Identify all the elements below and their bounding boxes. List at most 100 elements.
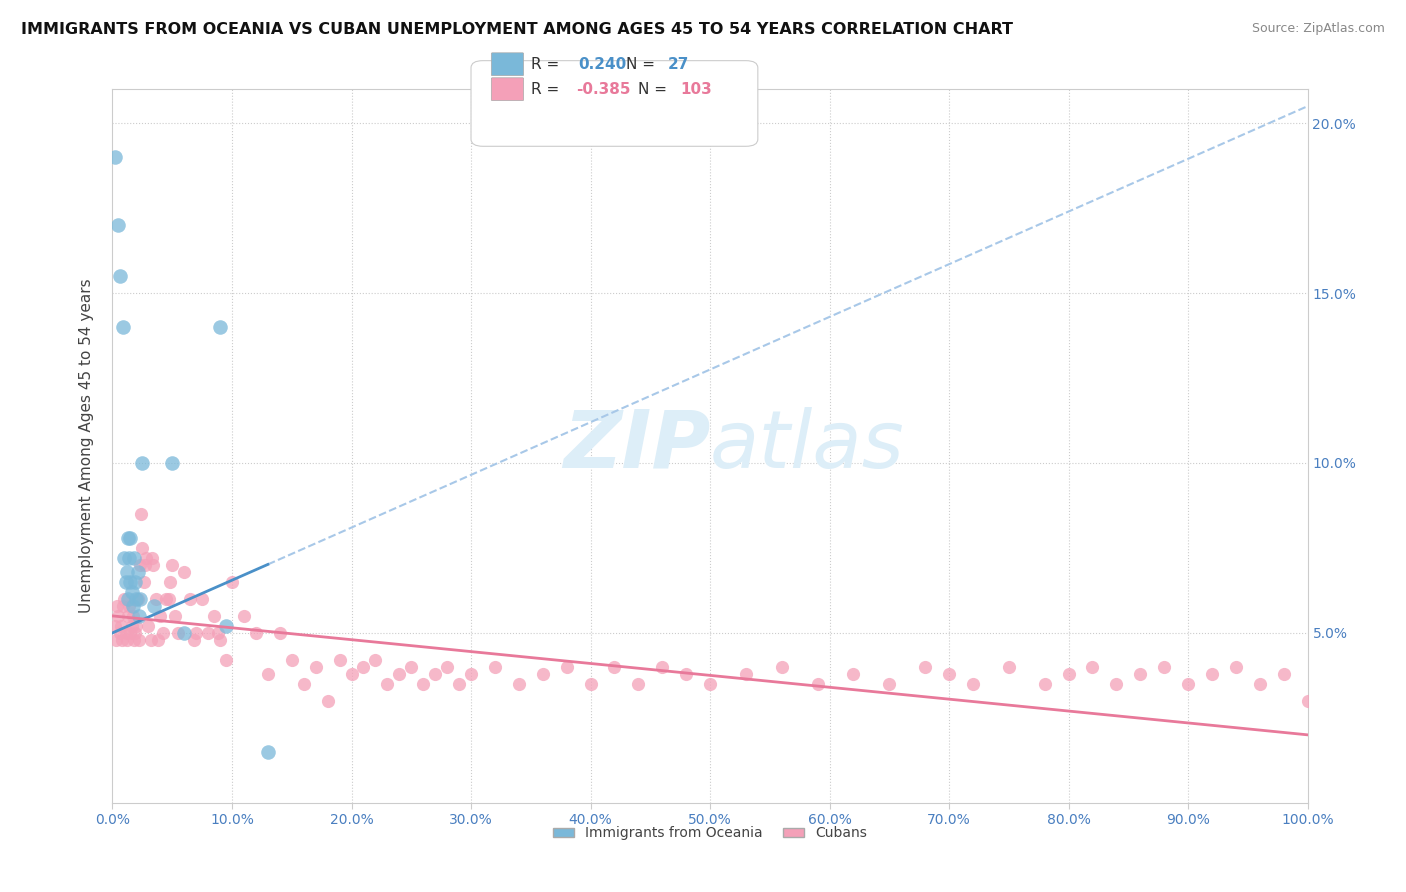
Point <box>159 574 181 589</box>
Point <box>364 653 387 667</box>
Point <box>125 591 148 606</box>
Point <box>128 632 150 647</box>
Point <box>555 660 578 674</box>
Point <box>425 666 447 681</box>
Point <box>179 591 201 606</box>
Y-axis label: Unemployment Among Ages 45 to 54 years: Unemployment Among Ages 45 to 54 years <box>79 278 94 614</box>
Text: Source: ZipAtlas.com: Source: ZipAtlas.com <box>1251 22 1385 36</box>
Point <box>135 551 157 566</box>
Point <box>412 677 434 691</box>
Text: IMMIGRANTS FROM OCEANIA VS CUBAN UNEMPLOYMENT AMONG AGES 45 TO 54 YEARS CORRELAT: IMMIGRANTS FROM OCEANIA VS CUBAN UNEMPLO… <box>21 22 1014 37</box>
Point <box>131 456 153 470</box>
Point <box>699 677 721 691</box>
Point <box>117 591 139 606</box>
Point <box>129 558 152 572</box>
Point <box>388 666 411 681</box>
Point <box>257 666 280 681</box>
Point <box>121 585 143 599</box>
Point <box>129 507 152 521</box>
Point <box>142 558 165 572</box>
Point <box>111 632 134 647</box>
Point <box>117 608 139 623</box>
Point <box>269 626 291 640</box>
Point <box>292 677 315 691</box>
Text: 103: 103 <box>681 82 711 96</box>
Point <box>1153 660 1175 674</box>
Point <box>108 626 131 640</box>
Point <box>141 551 163 566</box>
Point <box>651 660 673 674</box>
Text: 0.240: 0.240 <box>579 57 627 71</box>
Point <box>121 619 143 633</box>
Text: atlas: atlas <box>710 407 905 485</box>
Point <box>340 666 363 681</box>
Point <box>1033 677 1056 691</box>
Point <box>879 677 901 691</box>
Point <box>183 632 205 647</box>
Point <box>107 608 129 623</box>
Point <box>460 666 482 681</box>
Point <box>1272 666 1295 681</box>
Point <box>114 626 136 640</box>
Point <box>186 626 208 640</box>
Point <box>105 599 128 613</box>
Point <box>114 591 135 606</box>
Legend: Immigrants from Oceania, Cubans: Immigrants from Oceania, Cubans <box>547 821 873 846</box>
Point <box>938 666 960 681</box>
Point <box>675 666 697 681</box>
Point <box>112 599 135 613</box>
Point <box>157 591 180 606</box>
Point <box>305 660 328 674</box>
Point <box>124 626 146 640</box>
Point <box>401 660 423 674</box>
Point <box>108 269 131 284</box>
Point <box>735 666 758 681</box>
Point <box>110 619 132 633</box>
Text: -0.385: -0.385 <box>576 82 631 96</box>
Point <box>121 608 143 623</box>
Point <box>131 541 153 555</box>
Text: R =: R = <box>531 82 564 96</box>
Point <box>115 632 138 647</box>
Point <box>122 551 145 566</box>
Point <box>1225 660 1247 674</box>
Point <box>132 574 155 589</box>
Point <box>221 574 243 589</box>
Point <box>447 677 470 691</box>
Point <box>127 591 149 606</box>
Point <box>138 619 160 633</box>
Point <box>842 666 865 681</box>
Point <box>603 660 626 674</box>
Point <box>146 632 169 647</box>
Point <box>215 619 238 633</box>
Point <box>281 653 304 667</box>
Point <box>998 660 1021 674</box>
Point <box>162 558 183 572</box>
Point <box>1057 666 1080 681</box>
Point <box>167 626 190 640</box>
Text: ZIP: ZIP <box>562 407 710 485</box>
Point <box>104 619 127 633</box>
Point <box>121 599 143 613</box>
Text: R =: R = <box>531 57 564 71</box>
Point <box>143 599 166 613</box>
Point <box>115 565 138 579</box>
Point <box>914 660 936 674</box>
Text: N =: N = <box>627 57 661 71</box>
Point <box>1249 677 1271 691</box>
Point <box>807 677 830 691</box>
Point <box>627 677 650 691</box>
Point <box>329 653 352 667</box>
Point <box>128 608 150 623</box>
Point <box>207 626 229 640</box>
Point <box>962 677 984 691</box>
Point <box>125 619 148 633</box>
Text: N =: N = <box>638 82 672 96</box>
Point <box>209 632 232 647</box>
Point <box>1201 666 1223 681</box>
Point <box>139 632 162 647</box>
Point <box>215 653 238 667</box>
Point <box>1105 677 1128 691</box>
Point <box>377 677 399 691</box>
Point <box>1177 677 1199 691</box>
